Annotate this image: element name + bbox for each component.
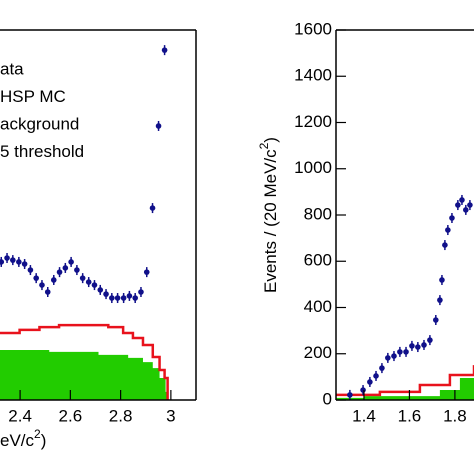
data-point xyxy=(120,295,127,301)
data-point xyxy=(421,342,427,348)
data-point xyxy=(467,202,473,208)
data-point xyxy=(373,373,379,379)
data-point xyxy=(44,289,51,295)
data-point xyxy=(347,392,353,398)
legend-entry: ackground xyxy=(0,114,79,133)
data-point xyxy=(126,293,133,299)
x-tick-label: 1.6 xyxy=(398,406,422,425)
data-point xyxy=(21,261,28,267)
y-tick-label: 800 xyxy=(304,204,332,223)
data-point xyxy=(445,227,451,233)
data-point xyxy=(415,344,421,350)
x-axis-label-part: 2 xyxy=(34,427,41,441)
x-axis-label-part: eV/c xyxy=(0,431,35,450)
background-area xyxy=(0,350,168,400)
data-point xyxy=(0,259,5,265)
x-tick-label: 3 xyxy=(166,406,175,425)
data-point xyxy=(97,287,104,293)
data-point xyxy=(403,349,409,355)
data-point xyxy=(459,197,465,203)
data-point xyxy=(103,291,109,297)
data-point xyxy=(385,355,391,361)
data-point xyxy=(409,343,415,349)
data-point xyxy=(33,275,39,281)
x-tick-label: 2.8 xyxy=(109,406,133,425)
data-point xyxy=(68,259,74,265)
data-point xyxy=(155,123,162,129)
data-point xyxy=(85,279,92,285)
data-point xyxy=(91,282,98,288)
data-point xyxy=(143,269,150,275)
x-axis-label-part: ) xyxy=(41,431,47,450)
y-tick-label: 400 xyxy=(304,297,332,316)
y-tick-label: 600 xyxy=(304,251,332,270)
data-point xyxy=(379,365,385,371)
data-point xyxy=(437,297,443,303)
data-point xyxy=(56,269,63,275)
data-point xyxy=(109,295,115,301)
data-point xyxy=(10,257,16,263)
y-axis-label-part: 2 xyxy=(257,142,271,149)
data-point xyxy=(161,47,168,53)
data-point xyxy=(360,387,366,393)
data-point xyxy=(397,349,403,355)
data-point xyxy=(463,207,469,213)
data-point xyxy=(433,317,439,323)
x-tick-label: 2.4 xyxy=(8,406,32,425)
mc-line xyxy=(0,323,169,400)
data-point xyxy=(62,265,69,271)
data-point xyxy=(138,289,144,295)
x-tick-label: 2.6 xyxy=(59,406,83,425)
y-tick-label: 1200 xyxy=(294,112,332,131)
data-point xyxy=(79,275,86,281)
x-tick-label: 1.4 xyxy=(352,406,376,425)
data-point xyxy=(27,267,34,273)
y-axis-label-part: ) xyxy=(261,137,280,143)
data-point xyxy=(4,255,10,261)
y-tick-label: 0 xyxy=(323,389,332,408)
x-tick-label: 1.8 xyxy=(443,406,467,425)
mc-line xyxy=(336,365,474,397)
data-point xyxy=(439,277,445,283)
y-axis-label: Events / (20 MeV/c2) xyxy=(257,137,280,293)
y-tick-label: 200 xyxy=(304,343,332,362)
data-point xyxy=(149,205,156,211)
data-point xyxy=(74,267,80,273)
data-point xyxy=(391,353,397,359)
data-point xyxy=(16,259,22,265)
y-axis-label-part: Events / (20 MeV/c xyxy=(261,149,280,293)
data-point xyxy=(455,202,461,208)
data-point xyxy=(367,379,373,385)
data-point xyxy=(442,242,448,248)
data-point xyxy=(114,295,121,301)
legend-entry: ata xyxy=(0,59,24,78)
data-point xyxy=(427,337,433,343)
panel: 1.4 1.6 1.8 0 200 400 600 800 1000 1200 1400 1600 Ev… xyxy=(257,19,474,425)
x-axis-label: eV/c2) xyxy=(0,427,46,450)
data-point xyxy=(50,277,57,283)
data-point xyxy=(39,282,45,288)
y-tick-label: 1000 xyxy=(294,158,332,177)
legend-entry: 5 threshold xyxy=(0,142,84,161)
background-area xyxy=(336,359,474,400)
data-point xyxy=(449,215,455,221)
legend-entry: HSP MC xyxy=(0,87,66,106)
data-point xyxy=(132,295,138,301)
panel: 2.4 2.6 2.8 3 eV/c2) ata HSP MC ackground 5 thre… xyxy=(0,29,197,450)
y-tick-label: 1600 xyxy=(294,19,332,38)
y-tick-label: 1400 xyxy=(294,66,332,85)
